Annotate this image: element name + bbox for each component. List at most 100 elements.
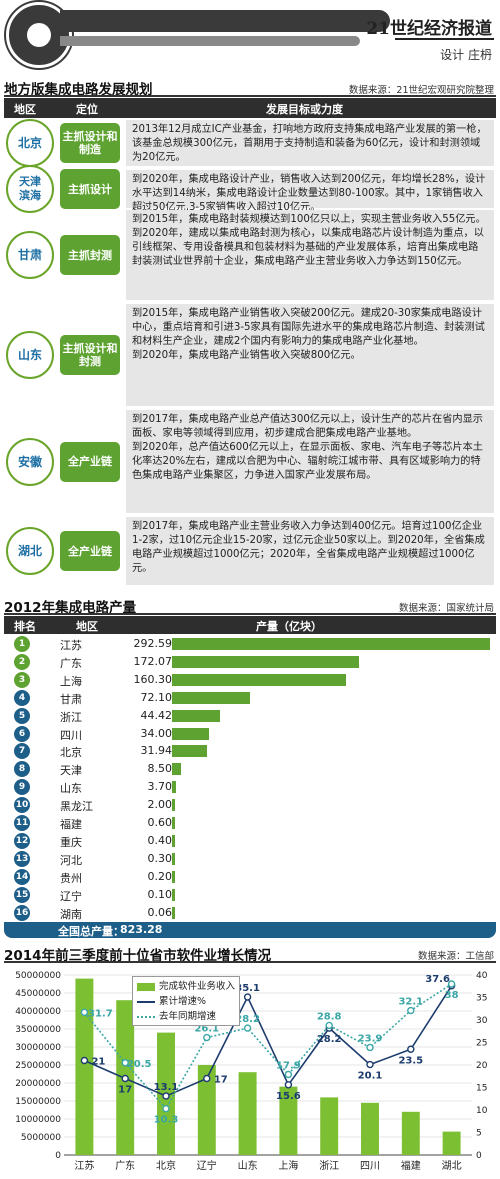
table1-position: 全产业链 (60, 441, 120, 482)
x-tick-label: 福建 (401, 1159, 421, 1172)
rank-badge: 11 (14, 815, 30, 831)
prior-year-growth-data-label: 26.1 (194, 1024, 219, 1035)
table2-region: 天津 (60, 764, 82, 778)
table2-region: 北京 (60, 746, 82, 760)
y-right-tick-label: 30 (476, 1016, 488, 1026)
section2-source: 数据来源：国家统计局 (398, 603, 494, 614)
table2-row: 8 天津 8.50 (4, 760, 496, 778)
table1-col-region: 地区 (14, 103, 36, 116)
table2-region: 辽宁 (60, 889, 82, 903)
table2-value: 72.10 (140, 690, 173, 704)
table2-row: 11 福建 0.60 (4, 814, 496, 832)
table2-value: 31.94 (140, 744, 173, 758)
table2-row: 9 山东 3.70 (4, 778, 496, 796)
rank-badge: 2 (14, 653, 30, 670)
x-tick-label: 湖北 (442, 1160, 462, 1172)
section3-source: 数据来源：工信部 (417, 951, 494, 962)
table1-goal-text: 到2017年，集成电路产业主营业务收入力争达到400亿元。培育过100亿企业1-… (126, 517, 494, 585)
section3-title: 2014年前三季度前十位省市软件业增长情况 (4, 948, 272, 964)
cumulative-growth-line (84, 985, 453, 1097)
table2-value: 34.00 (140, 726, 173, 740)
x-tick-label: 江苏 (74, 1159, 94, 1172)
table2-row: 2 广东 172.07 (4, 653, 496, 671)
table2-bar (172, 906, 175, 919)
table2-region: 上海 (60, 674, 82, 688)
table1-region: 山东 (6, 331, 54, 379)
table2-row: 15 辽宁 0.10 (4, 886, 496, 904)
table2-bar (172, 763, 182, 776)
table2-row: 7 北京 31.94 (4, 742, 496, 760)
rank-badge: 12 (14, 832, 30, 849)
cumulative-growth-data-label: 21 (91, 1057, 105, 1068)
revenue-bar (238, 1072, 257, 1155)
table2-bar (172, 888, 175, 901)
prior-year-growth-data-label: 32.1 (398, 997, 423, 1008)
table1-row: 北京 主抓设计和制造 2013年12月成立IC产业基金，打响地方政府支持集成电路产业… (4, 119, 496, 167)
table2-value: 0.10 (147, 887, 173, 901)
table2-bar (172, 834, 175, 847)
total-label: 全国总产量： (58, 925, 124, 938)
y-right-tick-label: 10 (476, 1106, 488, 1116)
rank-badge: 16 (14, 904, 30, 921)
x-tick-label: 辽宁 (197, 1159, 217, 1172)
cumulative-growth-point (121, 1074, 129, 1083)
table2-bar (172, 691, 251, 704)
cumulative-growth-point (203, 1074, 211, 1083)
table2-row: 10 黑龙江 2.00 (4, 796, 496, 814)
prior-year-growth-data-label: 17.9 (276, 1060, 301, 1071)
table1-region: 北京 (6, 119, 54, 167)
table2-col-region: 地区 (76, 620, 98, 633)
prior-year-growth-point (447, 980, 456, 988)
cumulative-growth-data-label: 20.1 (358, 1071, 383, 1082)
rank-badge: 8 (14, 761, 30, 778)
revenue-bar (75, 978, 94, 1155)
prior-year-growth-point (80, 1008, 89, 1017)
prior-year-growth-data-label: 10.3 (154, 1115, 179, 1126)
prior-year-growth-line (83, 983, 453, 1111)
legend-item: 完成软件业务收入 (137, 979, 235, 994)
y-left-tick-label: 15000000 (15, 1097, 61, 1107)
table1-row: 甘肃 主抓封测 到2015年，集成电路封装规模达到100亿只以上，实现主营业务收入5… (4, 210, 496, 300)
table2-value: 0.30 (147, 851, 173, 865)
y-left-tick-label: 10000000 (15, 1115, 61, 1125)
rank-badge: 13 (14, 850, 30, 867)
newspaper-name: 21世纪经济报道 (366, 19, 492, 39)
table1-goal-paragraph: 到2020年，总产值达600亿元以上，在显示面板、家电、汽车电子等芯片本土化率达… (132, 442, 483, 481)
rank-badge: 7 (14, 743, 30, 760)
table2-row: 12 重庆 0.40 (4, 832, 496, 850)
table1-row: 山东 主抓设计和封测 到2015年，集成电路产业销售收入突破200亿元。建成20-3… (4, 304, 496, 406)
legend-swatch (137, 983, 155, 991)
table2-region: 黑龙江 (60, 800, 93, 814)
table1-col-goals: 发展目标或力度 (266, 103, 343, 116)
revenue-bar (442, 1131, 461, 1155)
prior-year-growth-point (407, 1006, 415, 1015)
cumulative-growth-data-label: 17 (214, 1075, 228, 1086)
table1-row: 湖北 全产业链 到2017年，集成电路产业主营业务收入力争达到400亿元。培育过10… (4, 517, 496, 585)
cumulative-growth-data-label: 17 (118, 1085, 132, 1096)
legend-item: 累计增速% (137, 994, 235, 1009)
table1-position: 主抓设计和封测 (60, 335, 120, 375)
table2-bar (172, 638, 490, 650)
cumulative-growth-point (284, 1081, 293, 1089)
table1-row: 安徽 全产业链 到2017年，集成电路产业总产值达300亿元以上，设计生产的芯片在省… (4, 410, 496, 513)
rank-badge: 5 (14, 707, 30, 724)
y-right-tick-label: 25 (476, 1039, 487, 1049)
table1-goal-text: 到2015年，集成电路封装规模达到100亿只以上，实现主营业务收入55亿元。 到2… (126, 210, 494, 300)
legend-label: 去年同期增速 (159, 1011, 217, 1022)
section1-title: 地方版集成电路发展规划 (4, 82, 153, 98)
table2-row: 3 上海 160.30 (4, 671, 496, 689)
x-tick-label: 广东 (115, 1159, 135, 1172)
table2-row: 14 贵州 0.20 (4, 868, 496, 886)
legend-label: 累计增速% (159, 996, 207, 1007)
revenue-bar (320, 1097, 339, 1155)
prior-year-growth-point (284, 1070, 293, 1079)
y-left-tick-label: 40000000 (15, 1007, 61, 1017)
section3-rule (4, 961, 496, 963)
table1-region: 安徽 (6, 437, 54, 486)
y-left-tick-label: 45000000 (15, 989, 61, 999)
y-left-tick-label: 20000000 (15, 1079, 61, 1089)
cumulative-growth-point (162, 1092, 170, 1100)
x-tick-label: 四川 (360, 1161, 380, 1172)
table2-bar (172, 673, 347, 686)
table2-value: 8.50 (147, 762, 173, 776)
